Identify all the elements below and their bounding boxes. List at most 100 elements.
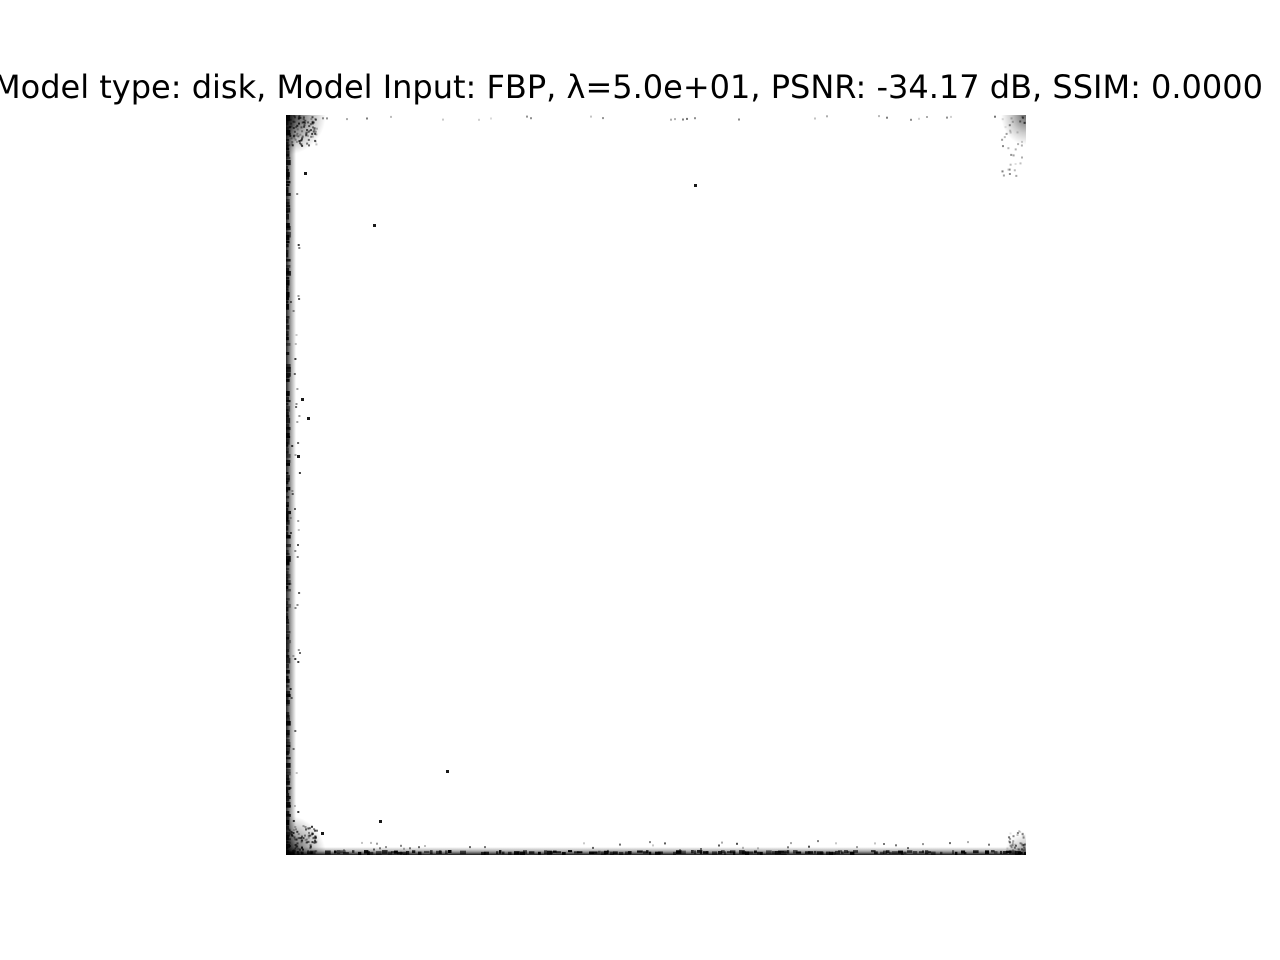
left-edge-speckle — [286, 496, 290, 499]
bottom-edge-speckle — [391, 851, 395, 854]
bottom-edge-speckle — [766, 850, 772, 855]
top-edge-speckle — [738, 118, 740, 121]
left-edge-speckle — [286, 670, 290, 674]
bottom-edge-speckle — [649, 851, 652, 855]
left-edge-speckle — [299, 652, 301, 654]
bottom-edge-speckle — [874, 842, 876, 845]
bottom-edge-speckle — [901, 851, 904, 855]
bottom-edge-speckle — [781, 851, 787, 855]
corner-speckle — [300, 126, 303, 129]
left-edge-speckle — [286, 580, 291, 585]
left-edge-speckle — [286, 325, 290, 330]
corner-speckle — [310, 118, 313, 121]
corner-speckle — [1008, 173, 1011, 175]
left-edge-speckle — [286, 430, 290, 436]
left-edge-speckle — [286, 535, 291, 539]
bottom-edge-speckle — [301, 851, 304, 855]
left-edge-speckle — [286, 295, 289, 300]
bottom-edge-speckle — [760, 852, 763, 855]
top-edge-speckle — [674, 118, 676, 121]
bottom-edge-speckle — [430, 850, 433, 855]
corner-speckle — [314, 139, 317, 142]
isolated-speckle — [297, 455, 300, 458]
left-edge-speckle — [286, 769, 291, 773]
bottom-edge-speckle — [370, 841, 372, 844]
left-edge-speckle — [286, 613, 289, 619]
bottom-edge-speckle — [364, 850, 369, 854]
corner-speckle — [1016, 834, 1019, 836]
corner-speckle — [297, 852, 300, 855]
left-edge-speckle — [286, 169, 289, 172]
bottom-edge-speckle — [835, 842, 837, 845]
corner-speckle — [304, 839, 307, 841]
top-edge-speckle — [694, 117, 696, 120]
bottom-edge-speckle — [385, 846, 387, 849]
left-edge-speckle — [286, 631, 291, 634]
left-edge-speckle — [286, 568, 290, 571]
left-edge-speckle — [286, 244, 289, 248]
corner-speckle — [309, 845, 312, 848]
corner-speckle — [293, 829, 296, 831]
bottom-edge-speckle — [379, 847, 381, 850]
corner-speckle — [302, 118, 305, 121]
left-edge-speckle — [296, 388, 299, 390]
corner-speckle — [300, 837, 303, 840]
bottom-edge-speckle — [583, 842, 585, 845]
bottom-edge-speckle — [529, 851, 535, 854]
bottom-edge-speckle — [871, 850, 876, 853]
corner-speckle — [1019, 842, 1022, 845]
corner-speckle — [295, 828, 297, 831]
corner-speckle — [308, 144, 310, 147]
corner-speckle — [301, 835, 303, 838]
left-edge-speckle — [297, 244, 300, 246]
left-edge-speckle — [286, 694, 291, 697]
corner-speckle — [315, 133, 318, 136]
left-edge-speckle — [286, 622, 290, 625]
corner-speckle — [295, 838, 298, 841]
left-edge-speckle — [286, 589, 291, 592]
corner-speckle — [286, 829, 289, 832]
bottom-edge-speckle — [1012, 850, 1016, 854]
bottom-edge-speckle — [577, 851, 583, 854]
bottom-edge-speckle — [991, 850, 995, 853]
corner-speckle — [312, 837, 315, 840]
corner-speckle — [1021, 156, 1023, 159]
corner-speckle — [1003, 136, 1006, 139]
corner-speckle — [1010, 153, 1012, 156]
bottom-edge-speckle — [613, 851, 618, 855]
corner-speckle — [311, 841, 314, 844]
corner-speckle — [298, 837, 301, 840]
left-edge-speckle — [286, 289, 289, 292]
left-edge-speckle — [294, 550, 297, 552]
left-edge-speckle — [286, 850, 290, 853]
corner-speckle — [314, 130, 317, 133]
left-edge-speckle — [297, 295, 300, 297]
bottom-edge-speckle — [1006, 850, 1012, 853]
top-edge-speckle — [346, 118, 348, 121]
corner-speckle — [295, 140, 298, 143]
top-edge-speckle — [686, 117, 688, 120]
corner-speckle — [311, 121, 314, 124]
corner-speckle — [288, 838, 291, 841]
corner-speckle — [1010, 844, 1013, 846]
top-edge-speckle — [826, 115, 828, 118]
bottom-edge-speckle — [925, 850, 929, 855]
bottom-edge-speckle — [787, 846, 789, 849]
left-edge-speckle — [286, 751, 289, 756]
corner-speckle — [313, 841, 316, 844]
left-edge-speckle — [286, 304, 289, 310]
bottom-edge-speckle — [973, 850, 979, 854]
left-edge-speckle — [291, 445, 294, 447]
bottom-edge-speckle — [1021, 848, 1023, 851]
corner-speckle — [308, 125, 311, 128]
corner-speckle — [296, 851, 299, 854]
bottom-edge-speckle — [655, 851, 661, 855]
corner-speckle — [1019, 162, 1022, 165]
isolated-speckle — [321, 832, 324, 835]
bottom-edge-speckle — [409, 847, 411, 850]
bottom-edge-speckle — [625, 851, 631, 855]
left-edge-speckle — [286, 739, 290, 743]
corner-speckle — [302, 837, 305, 840]
corner-speckle — [289, 134, 292, 137]
left-edge-speckle — [286, 748, 290, 754]
